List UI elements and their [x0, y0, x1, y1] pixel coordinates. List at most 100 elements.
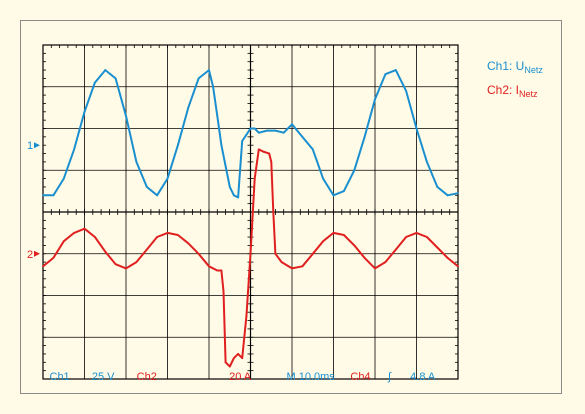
series-2-point — [436, 246, 439, 249]
series-1-point — [187, 106, 190, 109]
readout-label-4: M 10.0ms — [287, 371, 336, 383]
readout-label-6: ʃ — [387, 371, 392, 383]
series-1-point — [245, 133, 248, 136]
series-1-point — [266, 129, 268, 132]
series-1-point — [52, 194, 55, 197]
chart-legend: Ch1: UNetz Ch2: INetz — [487, 56, 543, 104]
series-1-point — [311, 148, 314, 151]
series-1-point — [415, 127, 418, 130]
series-2-point — [342, 234, 345, 236]
series-2-point — [83, 227, 86, 230]
series-1-point — [384, 73, 387, 76]
series-1-point — [237, 196, 239, 199]
series-2-point — [216, 269, 219, 272]
readout-label-5: Ch4 — [350, 371, 370, 383]
series-2-point — [257, 148, 260, 151]
series-2-point — [62, 240, 65, 243]
series-1-point — [436, 186, 439, 188]
series-2-point — [301, 265, 304, 268]
series-2-point — [93, 236, 96, 238]
series-1-point — [224, 165, 227, 167]
series-1-point — [301, 135, 304, 138]
series-line-2 — [42, 148, 459, 368]
series-1-point — [322, 177, 325, 180]
series-2-point — [241, 357, 244, 360]
series-1-point — [220, 144, 223, 147]
series-1-point — [166, 177, 169, 180]
series-2-point — [363, 257, 366, 259]
series-1-point — [156, 194, 159, 197]
series-1-point — [208, 69, 210, 71]
series-1-point — [93, 81, 96, 84]
series-1-point — [282, 131, 285, 134]
series-2-point — [224, 361, 227, 364]
series-2-point — [237, 353, 239, 355]
series-1-point — [145, 186, 148, 188]
series-1-point — [104, 69, 107, 71]
series-1-point — [114, 77, 117, 80]
readout-label-2: Ch2 — [137, 371, 157, 383]
figure-border — [20, 20, 562, 394]
plot-grid — [42, 44, 459, 380]
series-2-point — [176, 234, 179, 236]
series-2-point — [262, 150, 264, 153]
readout-label-1: 25 V — [92, 371, 115, 383]
series-2-point — [270, 161, 273, 163]
series-1-point — [197, 77, 200, 80]
series-2-point — [145, 248, 148, 251]
series-2-point — [394, 248, 397, 251]
legend-entry-ch2: Ch2: INetz — [487, 80, 543, 104]
series-1-point — [457, 192, 459, 195]
series-2-point — [73, 231, 76, 234]
readout-label-0: Ch1 — [50, 371, 70, 383]
series-2-point — [332, 231, 335, 234]
series-1-point — [135, 161, 138, 163]
series-2-point — [220, 269, 223, 272]
series-2-point — [233, 357, 235, 360]
channel-marker-layer: 12 — [27, 140, 40, 261]
series-1-point — [241, 140, 244, 142]
series-2-point — [208, 265, 210, 268]
series-2-point — [135, 261, 138, 263]
series-2-point — [405, 236, 408, 238]
series-1-point — [228, 186, 231, 188]
series-2-point — [384, 261, 387, 263]
series-1-point — [425, 161, 428, 163]
series-1-point — [446, 194, 449, 197]
channel-marker-1: 1 — [27, 140, 33, 152]
series-2-point — [249, 252, 252, 255]
series-2-point — [253, 177, 256, 180]
trace-layer — [42, 69, 459, 368]
series-1-point — [363, 135, 366, 138]
series-2-point — [228, 365, 231, 368]
channel-marker-arrow-icon — [34, 250, 40, 257]
legend-ch1-label: Ch1: U — [487, 59, 525, 73]
legend-ch2-label: Ch2: I — [487, 83, 520, 97]
series-2-point — [322, 240, 325, 243]
series-1-point — [176, 144, 179, 147]
series-2-point — [291, 267, 293, 270]
legend-ch1-subscript: Netz — [524, 65, 543, 75]
series-2-point — [425, 236, 428, 238]
series-2-point — [415, 231, 418, 234]
series-2-point — [280, 261, 283, 263]
series-2-point — [311, 252, 314, 255]
series-1-point — [249, 127, 252, 130]
series-1-point — [42, 194, 44, 197]
series-1-point — [73, 148, 76, 151]
series-1-point — [253, 127, 256, 130]
readout-label-7: 4.8 A — [410, 371, 436, 383]
legend-ch2-subscript: Netz — [519, 89, 538, 99]
readout-label-3: 20 A — [229, 371, 252, 383]
series-1-point — [83, 110, 86, 113]
series-2-point — [374, 267, 376, 270]
series-2-point — [125, 267, 127, 270]
series-1-point — [216, 115, 219, 117]
series-2-point — [197, 252, 200, 255]
series-1-point — [405, 90, 408, 92]
series-2-point — [274, 252, 277, 255]
channel-marker-2: 2 — [27, 249, 33, 261]
series-1-point — [394, 69, 397, 71]
series-2-point — [52, 257, 55, 259]
